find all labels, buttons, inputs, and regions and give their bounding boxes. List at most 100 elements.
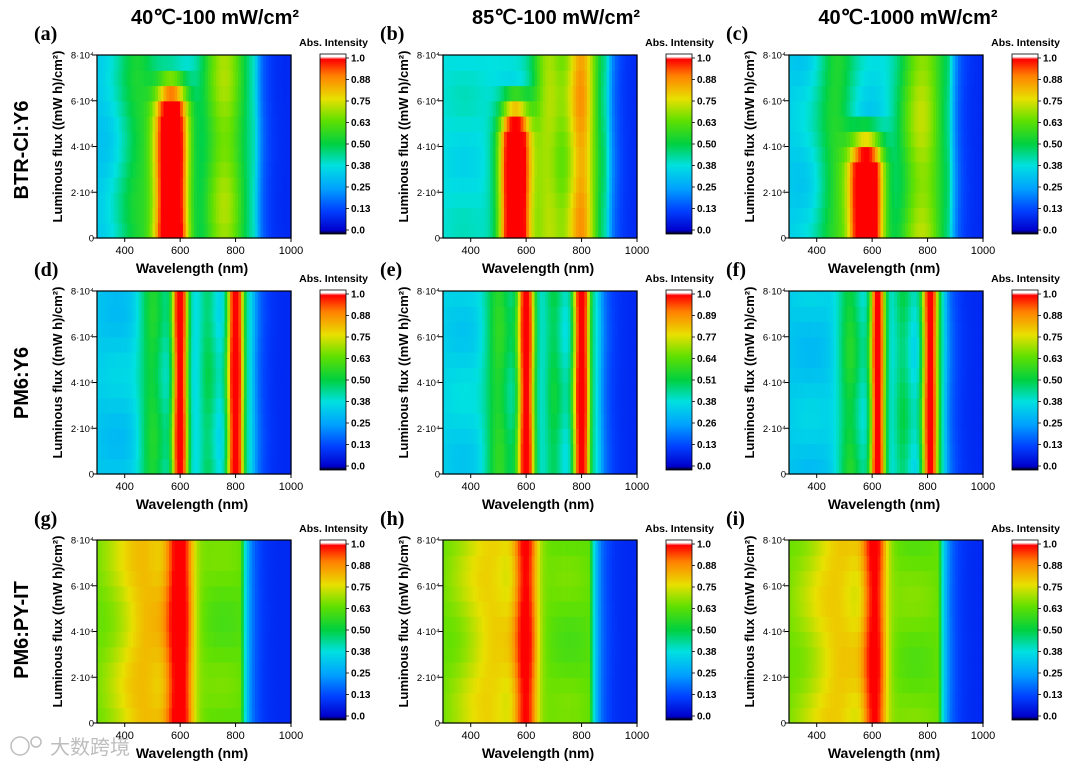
heatmap-cell: [448, 443, 452, 460]
heatmap-cell: [238, 397, 242, 414]
heatmap-cell: [946, 100, 951, 117]
heatmap-cell: [473, 336, 477, 353]
heatmap-cell: [813, 192, 818, 209]
heatmap-cell: [919, 116, 923, 132]
heatmap-cell: [827, 397, 832, 414]
heatmap-cell: [490, 306, 494, 323]
heatmap-cell: [617, 100, 621, 117]
heatmap-cell: [266, 146, 270, 163]
x-tick-label: 600: [171, 245, 189, 257]
heatmap-cell: [958, 192, 962, 209]
heatmap-cell: [448, 367, 452, 384]
heatmap-cell: [894, 100, 898, 117]
heatmap-cell: [523, 306, 527, 323]
heatmap-cell: [152, 321, 156, 338]
heatmap-cell: [481, 458, 486, 475]
heatmap-cell: [155, 55, 159, 71]
heatmap-cell: [564, 291, 569, 307]
heatmap-cell: [484, 382, 488, 399]
heatmap-cell: [141, 131, 145, 148]
heatmap-cell: [260, 382, 264, 399]
heatmap-cell: [794, 367, 798, 384]
heatmap-cell: [160, 70, 165, 87]
heatmap-cell: [492, 85, 497, 102]
heatmap-cell: [819, 352, 823, 368]
heatmap-cell: [562, 336, 566, 353]
y-tick-label: 0: [435, 234, 440, 245]
heatmap-cell: [481, 352, 486, 368]
heatmap-cell: [227, 192, 231, 209]
heatmap-cell: [816, 222, 821, 239]
heatmap-cell: [869, 306, 873, 323]
heatmap-cell: [852, 321, 857, 338]
heatmap-cell: [152, 413, 156, 429]
heatmap-cell: [108, 443, 112, 460]
heatmap-cell: [133, 397, 137, 414]
heatmap-cell: [191, 161, 195, 178]
heatmap-cell: [523, 367, 527, 384]
y-tick-label: 4·10⁴: [417, 142, 440, 153]
heatmap-cell: [185, 70, 190, 87]
heatmap-cell: [623, 443, 627, 460]
heatmap-cell: [288, 146, 292, 163]
heatmap-cell: [113, 70, 117, 87]
heatmap-cell: [241, 131, 245, 148]
heatmap-cell: [863, 397, 868, 414]
heatmap-cell: [127, 458, 131, 475]
heatmap-cell: [235, 352, 239, 368]
heatmap-cell: [534, 131, 538, 148]
heatmap-cell: [827, 321, 832, 338]
heatmap-cell: [263, 458, 267, 475]
heatmap-cell: [863, 161, 868, 178]
heatmap-cell: [805, 382, 809, 399]
heatmap-cell: [263, 222, 267, 239]
heatmap-cell: [501, 177, 505, 193]
heatmap-cell: [487, 306, 491, 323]
heatmap-cell: [570, 222, 574, 239]
heatmap-cell: [802, 428, 807, 445]
heatmap-cell: [180, 70, 184, 87]
heatmap-cell: [224, 161, 228, 178]
heatmap-cell: [916, 222, 920, 239]
heatmap-cell: [883, 382, 887, 399]
heatmap-cell: [252, 146, 256, 163]
heatmap-cell: [960, 222, 965, 239]
heatmap-cell: [816, 291, 821, 307]
colorbar-tick-label: 0.75: [697, 97, 717, 108]
heatmap-cell: [556, 382, 560, 399]
heatmap-cell: [470, 413, 475, 429]
heatmap-cell: [573, 306, 577, 323]
heatmap-cell: [124, 146, 129, 163]
heatmap-cell: [451, 291, 455, 307]
heatmap-cell: [849, 161, 854, 178]
heatmap-cell: [130, 367, 134, 384]
heatmap-cell: [144, 352, 148, 368]
heatmap-cell: [556, 177, 560, 193]
heatmap-cell: [913, 306, 918, 323]
heatmap-cell: [631, 192, 635, 209]
heatmap-cell: [479, 146, 483, 163]
heatmap-cell: [470, 382, 475, 399]
heatmap-cell: [556, 413, 560, 429]
heatmap-cell: [805, 100, 809, 117]
heatmap-cell: [454, 131, 458, 148]
heatmap-cell: [479, 55, 483, 71]
heatmap-cell: [174, 131, 178, 148]
heatmap-cell: [207, 397, 212, 414]
heatmap-cell: [171, 367, 176, 384]
heatmap-cell: [268, 306, 273, 323]
heatmap-cell: [196, 222, 201, 239]
heatmap-cell: [888, 291, 893, 307]
heatmap-cell: [218, 336, 223, 353]
heatmap-cell: [249, 100, 253, 117]
heatmap-cell: [130, 306, 134, 323]
heatmap-cell: [562, 192, 566, 209]
colorbar-tick-label: 0.25: [697, 183, 717, 194]
heatmap-cell: [808, 458, 812, 475]
heatmap-cell: [617, 458, 621, 475]
heatmap-cell: [135, 458, 140, 475]
heatmap-cell: [966, 131, 970, 148]
heatmap-cell: [517, 306, 522, 323]
heatmap-cell: [567, 116, 572, 132]
heatmap-cell: [603, 428, 608, 445]
